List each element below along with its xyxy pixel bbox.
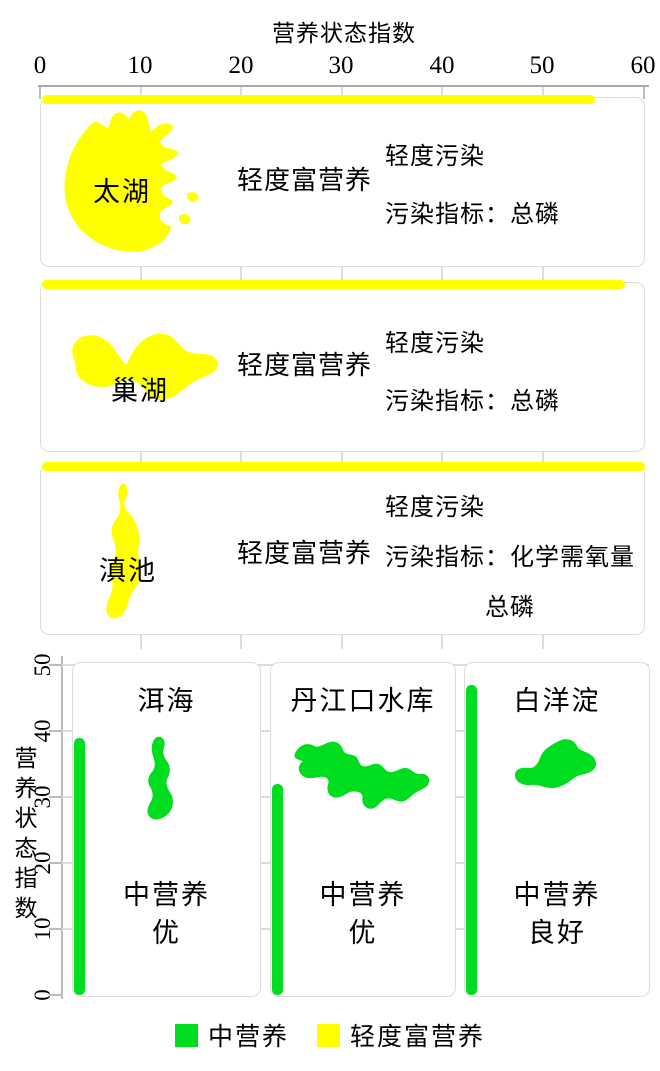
y-tick-mark <box>49 994 62 996</box>
chaohu-bar <box>42 280 625 289</box>
baiyangdian-bar <box>466 684 477 995</box>
dianchi-lake-shape <box>106 483 141 619</box>
dianchi-trophic-status: 轻度富营养 <box>237 539 373 568</box>
x-tick-label: 40 <box>429 52 455 79</box>
baiyangdian-water-quality: 良好 <box>528 918 586 948</box>
x-tick-label: 0 <box>33 52 47 79</box>
erhai-panel: 洱海 中营养 优 <box>72 662 261 997</box>
erhai-lake-map <box>147 736 173 820</box>
danjiangkou-trophic-status: 中营养 <box>319 880 407 910</box>
danjiangkou-panel: 丹江口水库 中营养 优 <box>270 662 456 997</box>
dianchi-panel: 滇池 轻度富营养 轻度污染 污染指标：化学需氧量 总磷 <box>40 464 645 635</box>
danjiangkou-lake-map <box>294 741 430 809</box>
erhai-lake-shape <box>147 736 173 820</box>
baiyangdian-panel: 白洋淀 中营养 良好 <box>464 662 650 997</box>
pollution-level: 轻度污染 <box>385 495 485 521</box>
y-tick-mark <box>49 664 62 666</box>
x-tick-label: 10 <box>127 52 153 79</box>
danjiangkou-water-quality: 优 <box>348 918 378 948</box>
erhai-trophic-status: 中营养 <box>123 880 210 910</box>
y-tick-mark <box>49 928 62 930</box>
erhai-water-quality: 优 <box>152 918 181 948</box>
pollution-indicator-2: 总磷 <box>485 595 535 621</box>
x-tick-label: 30 <box>328 52 354 79</box>
taihu-panel: 太湖 轻度富营养 轻度污染 污染指标：总磷 <box>40 97 645 267</box>
chaohu-label: 巢湖 <box>111 376 169 406</box>
baiyangdian-trophic-status: 中营养 <box>513 880 601 910</box>
baiyangdian-lake-shape <box>515 739 597 788</box>
chaohu-trophic-status: 轻度富营养 <box>237 351 373 380</box>
legend-label: 轻度富营养 <box>350 1024 486 1051</box>
pollution-indicator: 污染指标：总磷 <box>385 389 560 415</box>
taihu-trophic-status: 轻度富营养 <box>237 166 373 195</box>
legend: 中营养 轻度富营养 <box>0 1017 660 1053</box>
y-axis-title: 营养状态指数 <box>11 746 36 926</box>
danjiangkou-lake-shape <box>294 741 430 809</box>
erhai-bar <box>74 737 85 995</box>
dianchi-label: 滇池 <box>99 556 157 586</box>
x-tick-mark <box>643 87 645 99</box>
x-tick-label: 20 <box>228 52 254 79</box>
taihu-label: 太湖 <box>93 177 151 207</box>
taihu-lake-shape <box>64 110 178 252</box>
taihu-bar <box>42 95 595 104</box>
legend-label: 中营养 <box>207 1024 289 1051</box>
baiyangdian-label: 白洋淀 <box>513 686 601 716</box>
y-tick-mark <box>49 796 62 798</box>
x-tick-mark <box>39 87 41 99</box>
pollution-indicator: 污染指标：总磷 <box>385 202 560 228</box>
chaohu-panel: 巢湖 轻度富营养 轻度污染 污染指标：总磷 <box>40 282 645 452</box>
baiyangdian-lake-map <box>515 739 597 788</box>
light-eutrophic-swatch <box>317 1023 340 1047</box>
danjiangkou-label: 丹江口水库 <box>290 686 436 716</box>
dianchi-lake-map <box>106 483 141 619</box>
chaohu-lake-shape <box>72 333 218 401</box>
y-tick-mark <box>49 730 62 732</box>
taihu-islet-shape <box>178 192 199 225</box>
legend-item-mesotrophic: 中营养 <box>174 1017 289 1053</box>
erhai-label: 洱海 <box>137 686 196 716</box>
taihu-lake-map <box>64 110 199 252</box>
pollution-level: 轻度污染 <box>385 144 485 170</box>
mesotrophic-swatch <box>174 1023 198 1047</box>
top-axis-title: 营养状态指数 <box>272 21 416 46</box>
legend-item-light-eutrophic: 轻度富营养 <box>317 1017 485 1053</box>
x-axis-line <box>38 85 649 87</box>
y-tick-mark <box>49 862 62 864</box>
x-tick-label: 50 <box>529 52 555 79</box>
x-tick-label: 60 <box>630 52 656 79</box>
dianchi-bar <box>42 462 645 471</box>
pollution-indicator: 污染指标：化学需氧量 <box>385 545 635 571</box>
pollution-level: 轻度污染 <box>385 331 485 357</box>
y-axis-line <box>61 656 63 999</box>
chaohu-lake-map <box>72 333 218 401</box>
danjiangkou-bar <box>272 783 283 995</box>
